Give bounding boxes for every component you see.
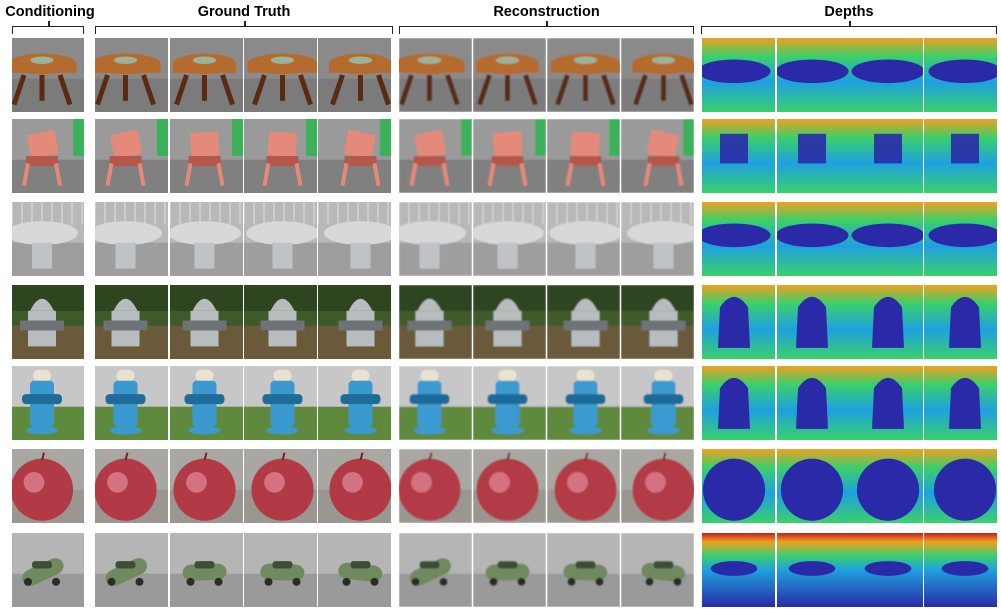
conditioning-image (12, 119, 84, 193)
reconstruction-image (547, 119, 620, 193)
ground-truth-image (244, 202, 317, 276)
depth-map-image (850, 285, 923, 359)
depth-map-image (777, 366, 850, 440)
depth-map-image (850, 38, 923, 112)
reconstruction-image (621, 366, 694, 440)
reconstruction-image (473, 202, 546, 276)
ground-truth-image (244, 533, 317, 607)
depth-map-image (702, 285, 775, 359)
bracket-depths (701, 21, 997, 34)
depth-map-image (924, 202, 997, 276)
depth-map-image (702, 119, 775, 193)
conditioning-image (12, 38, 84, 112)
reconstruction-image (473, 119, 546, 193)
reconstruction-image (399, 285, 472, 359)
reconstruction-image (399, 38, 472, 112)
header-depths: Depths (824, 4, 874, 20)
depth-map-image (850, 533, 923, 607)
depth-map-image (924, 449, 997, 523)
depth-map-image (777, 533, 850, 607)
ground-truth-image (318, 119, 391, 193)
reconstruction-image (473, 38, 546, 112)
depth-map-image (777, 449, 850, 523)
reconstruction-image (399, 366, 472, 440)
ground-truth-image (170, 285, 243, 359)
depth-map-image (924, 119, 997, 193)
depth-map-image (702, 202, 775, 276)
depth-map-image (777, 119, 850, 193)
ground-truth-image (170, 533, 243, 607)
ground-truth-image (95, 38, 168, 112)
depth-map-image (777, 285, 850, 359)
reconstruction-image (399, 202, 472, 276)
conditioning-image (12, 533, 84, 607)
ground-truth-image (244, 449, 317, 523)
reconstruction-image (473, 366, 546, 440)
reconstruction-image (621, 119, 694, 193)
ground-truth-image (95, 449, 168, 523)
reconstruction-image (473, 285, 546, 359)
ground-truth-image (318, 285, 391, 359)
ground-truth-image (244, 38, 317, 112)
depth-map-image (924, 533, 997, 607)
depth-map-image (777, 38, 850, 112)
conditioning-image (12, 366, 84, 440)
ground-truth-image (318, 366, 391, 440)
ground-truth-image (95, 119, 168, 193)
reconstruction-image (547, 202, 620, 276)
depth-map-image (777, 202, 850, 276)
depth-map-image (702, 38, 775, 112)
ground-truth-image (318, 533, 391, 607)
reconstruction-image (547, 449, 620, 523)
depth-map-image (924, 38, 997, 112)
reconstruction-image (547, 285, 620, 359)
ground-truth-image (244, 119, 317, 193)
reconstruction-image (473, 533, 546, 607)
depth-map-image (850, 119, 923, 193)
ground-truth-image (170, 449, 243, 523)
ground-truth-image (318, 38, 391, 112)
ground-truth-image (95, 285, 168, 359)
reconstruction-image (399, 533, 472, 607)
reconstruction-image (547, 366, 620, 440)
bracket-reconstruction (399, 21, 694, 34)
ground-truth-image (170, 119, 243, 193)
depth-map-image (850, 366, 923, 440)
header-reconstruction: Reconstruction (493, 4, 600, 20)
ground-truth-image (318, 449, 391, 523)
conditioning-image (12, 285, 84, 359)
reconstruction-image (547, 38, 620, 112)
ground-truth-image (95, 533, 168, 607)
ground-truth-image (318, 202, 391, 276)
depth-map-image (924, 366, 997, 440)
reconstruction-image (399, 449, 472, 523)
depth-map-image (850, 202, 923, 276)
ground-truth-image (95, 366, 168, 440)
ground-truth-image (170, 38, 243, 112)
conditioning-image (12, 202, 84, 276)
bracket-conditioning (12, 21, 84, 34)
ground-truth-image (95, 202, 168, 276)
ground-truth-image (170, 366, 243, 440)
bracket-ground-truth (95, 21, 393, 34)
ground-truth-image (170, 202, 243, 276)
reconstruction-image (621, 449, 694, 523)
ground-truth-image (244, 366, 317, 440)
reconstruction-image (621, 202, 694, 276)
depth-map-image (702, 366, 775, 440)
reconstruction-image (621, 533, 694, 607)
reconstruction-image (621, 285, 694, 359)
depth-map-image (702, 449, 775, 523)
reconstruction-image (473, 449, 546, 523)
header-ground-truth: Ground Truth (197, 4, 291, 20)
reconstruction-image (547, 533, 620, 607)
reconstruction-image (399, 119, 472, 193)
depth-map-image (702, 533, 775, 607)
header-conditioning: Conditioning (5, 4, 95, 20)
reconstruction-image (621, 38, 694, 112)
conditioning-image (12, 449, 84, 523)
depth-map-image (850, 449, 923, 523)
depth-map-image (924, 285, 997, 359)
ground-truth-image (244, 285, 317, 359)
